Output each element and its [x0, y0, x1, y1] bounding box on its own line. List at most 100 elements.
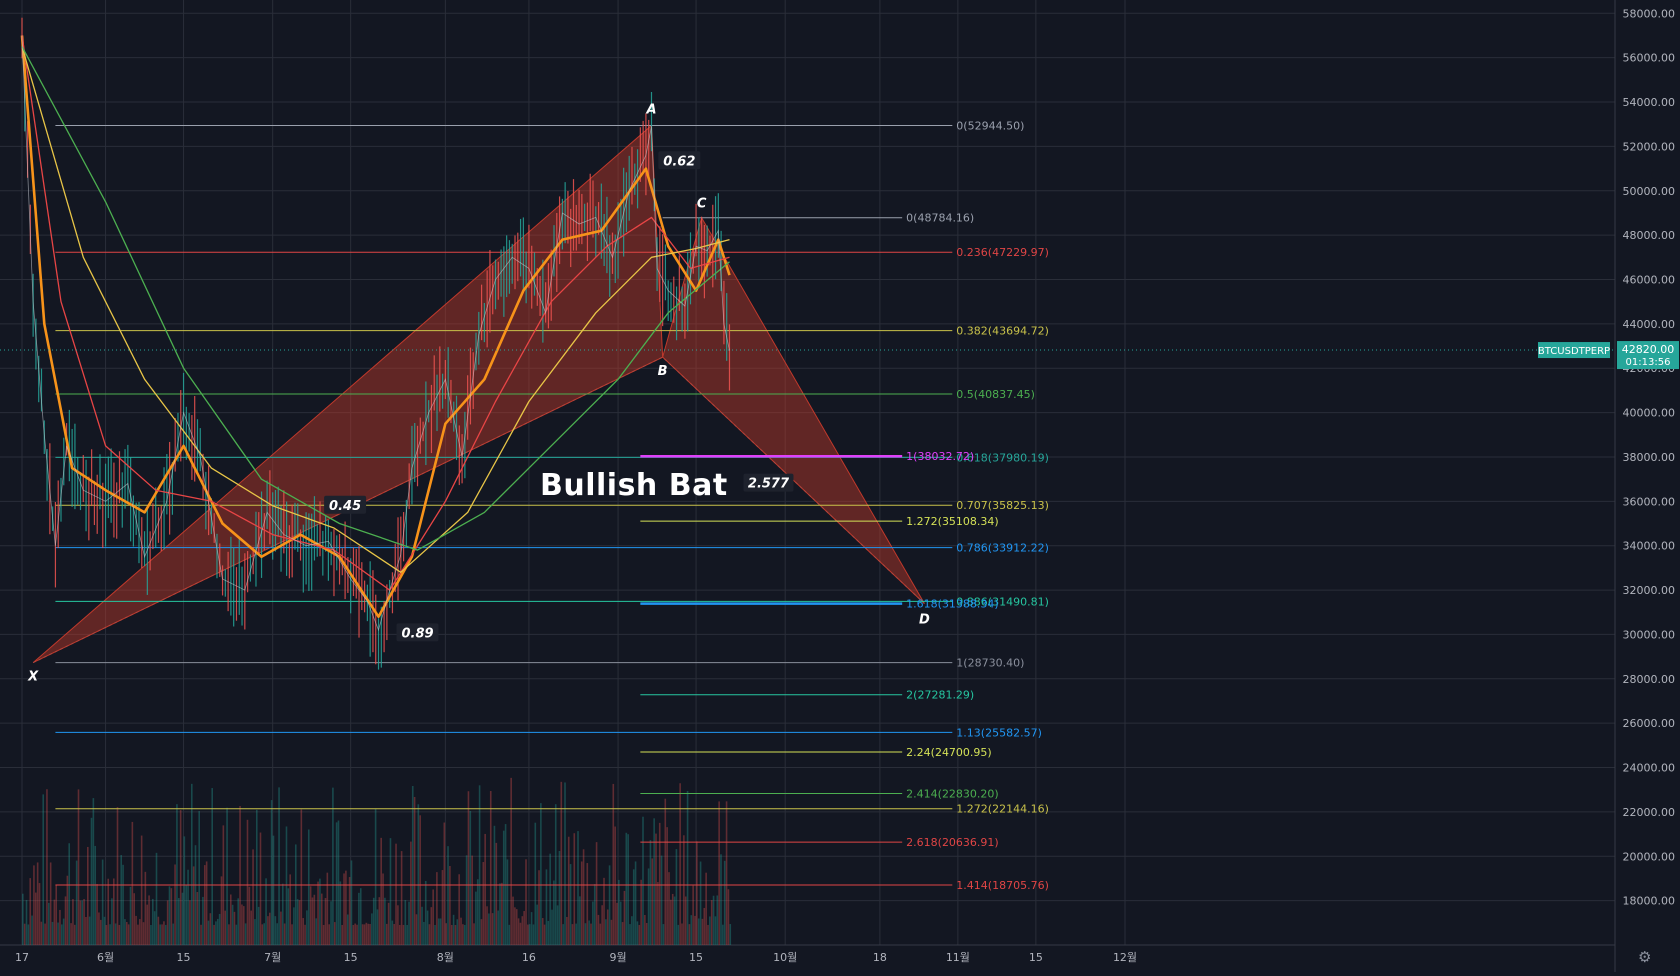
- volume-bar: [267, 916, 269, 945]
- volume-bar: [679, 783, 681, 945]
- volume-bar: [543, 924, 546, 945]
- volume-bar: [517, 918, 520, 945]
- volume-bar: [519, 922, 522, 945]
- volume-bar: [250, 910, 252, 945]
- x-tick-label: 18: [873, 951, 887, 964]
- volume-bar: [564, 782, 566, 945]
- volume-bar: [29, 878, 32, 945]
- ratio-label: 0.89: [401, 626, 433, 641]
- volume-bar: [510, 777, 512, 945]
- volume-bar: [161, 924, 163, 945]
- volume-bar: [549, 853, 551, 945]
- volume-bar: [701, 918, 704, 945]
- volume-bar: [413, 796, 416, 945]
- ratio-label: 2.577: [748, 477, 790, 492]
- volume-bar: [491, 913, 494, 945]
- volume-bar: [57, 922, 59, 945]
- volume-bar: [333, 922, 336, 945]
- fib-level-label: 2(27281.29): [906, 689, 974, 702]
- volume-bar: [391, 920, 394, 945]
- volume-bar: [722, 924, 724, 945]
- volume-bar: [42, 794, 45, 945]
- volume-bar: [103, 916, 106, 945]
- y-tick-label: 40000.00: [1623, 407, 1676, 420]
- volume-bar: [224, 910, 227, 945]
- volume-bar: [81, 900, 84, 945]
- volume-bar: [64, 896, 67, 945]
- volume-bar: [508, 924, 511, 945]
- volume-bar: [480, 919, 483, 945]
- volume-bar: [618, 879, 620, 945]
- volume-bar: [287, 888, 290, 945]
- volume-bar: [356, 924, 358, 945]
- volume-bar: [579, 896, 581, 945]
- volume-bar: [562, 924, 564, 945]
- fib-level-label: 1.272(22144.16): [956, 803, 1049, 816]
- volume-bar: [705, 872, 707, 945]
- volume-bar: [690, 915, 693, 945]
- volume-bar: [712, 895, 715, 945]
- volume-bar: [536, 904, 538, 945]
- volume-bar: [540, 803, 542, 945]
- volume-bar: [330, 901, 332, 945]
- y-tick-label: 34000.00: [1623, 540, 1676, 553]
- volume-bar: [244, 923, 247, 945]
- volume-bar: [616, 902, 618, 945]
- volume-bar: [38, 883, 41, 945]
- volume-bar: [467, 791, 470, 945]
- volume-bar: [125, 922, 128, 945]
- volume-bar: [569, 864, 572, 945]
- volume-bar: [651, 858, 654, 945]
- volume-bar: [538, 870, 540, 945]
- volume-bar: [111, 898, 113, 945]
- volume-bar: [116, 807, 119, 945]
- ratio-label-box: [658, 151, 701, 170]
- volume-bar: [291, 924, 293, 945]
- volume-bar: [261, 924, 264, 945]
- volume-bar: [109, 924, 111, 945]
- y-tick-label: 46000.00: [1623, 274, 1676, 287]
- volume-bar: [341, 924, 343, 945]
- volume-bar: [697, 918, 700, 945]
- y-tick-label: 36000.00: [1623, 495, 1676, 508]
- volume-bar: [179, 810, 182, 945]
- volume-bar: [640, 879, 642, 945]
- y-tick-label: 58000.00: [1623, 7, 1676, 20]
- volume-bar: [449, 865, 451, 945]
- volume-bar: [25, 899, 28, 945]
- y-tick-label: 56000.00: [1623, 52, 1676, 65]
- settings-gear-icon[interactable]: ⚙: [1638, 948, 1652, 966]
- volume-bar: [265, 878, 267, 945]
- volume-bar: [376, 909, 379, 945]
- volume-bar: [623, 890, 626, 945]
- volume-bar: [246, 819, 249, 945]
- fib-level-label: 2.24(24700.95): [906, 746, 992, 759]
- volume-bar: [83, 899, 85, 945]
- symbol-tag: BTCUSDTPERP: [1538, 346, 1610, 357]
- volume-bar: [655, 833, 657, 945]
- volume-bar: [475, 891, 477, 945]
- volume-bar: [395, 843, 397, 945]
- volume-bar: [660, 855, 663, 945]
- x-tick-label: 15: [177, 951, 191, 964]
- volume-bar: [73, 924, 76, 945]
- volume-bar: [307, 829, 310, 945]
- volume-bar: [642, 816, 644, 945]
- volume-bar: [47, 902, 50, 945]
- volume-bar: [263, 923, 265, 945]
- volume-bar: [593, 884, 596, 945]
- volume-bar: [723, 860, 726, 945]
- volume-bar: [187, 869, 189, 945]
- volume-bar: [302, 918, 304, 945]
- volume-bar: [168, 886, 171, 945]
- volume-bar: [638, 924, 641, 945]
- volume-bar: [515, 909, 518, 945]
- volume-bar: [398, 925, 401, 945]
- volume-bar: [259, 832, 262, 945]
- volume-bar: [571, 924, 574, 945]
- volume-bar: [545, 869, 548, 945]
- volume-bar: [450, 924, 453, 945]
